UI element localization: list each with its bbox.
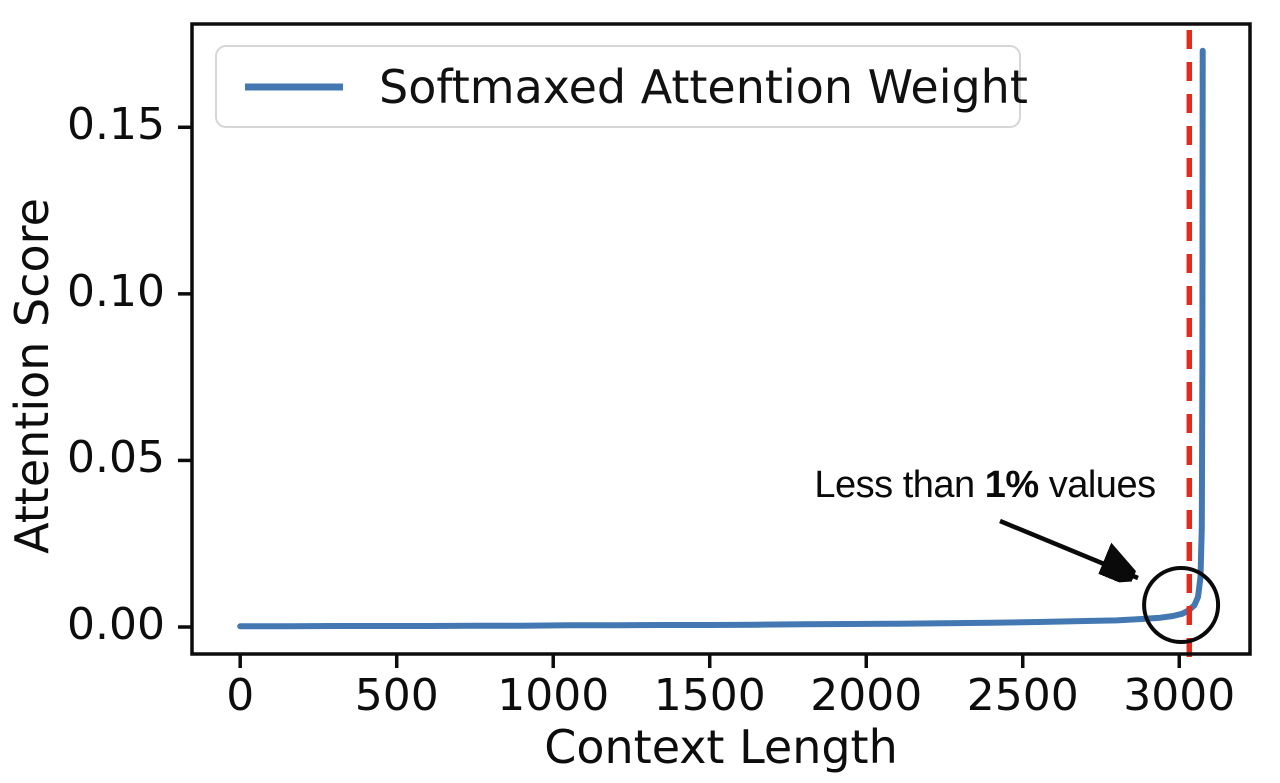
legend-label: Softmaxed Attention Weight — [379, 59, 1028, 114]
y-tick-label: 0.05 — [67, 432, 165, 484]
x-tick-label: 2000 — [810, 670, 923, 721]
series-line — [237, 47, 1206, 630]
annotation-text-suffix: values — [1038, 464, 1156, 506]
y-axis-label: Attention Score — [5, 198, 59, 554]
legend-line-sample — [245, 83, 343, 90]
x-tick-label: 0 — [226, 670, 255, 721]
annotation-arrow — [999, 518, 1138, 578]
annotation-text: Less than 1% values — [785, 464, 1185, 507]
y-tick-label: 0.00 — [67, 599, 165, 650]
x-axis-label: Context Length — [544, 720, 898, 774]
x-tick-label: 2500 — [966, 670, 1079, 721]
annotation-text-bold: 1% — [984, 464, 1039, 506]
y-tick-label: 0.10 — [67, 265, 165, 317]
legend-box: Softmaxed Attention Weight — [215, 45, 1028, 128]
y-tick-label: 0.15 — [67, 99, 165, 151]
x-tick-label: 1000 — [497, 670, 610, 721]
x-tick-label: 500 — [354, 670, 439, 721]
annotation-circle — [1142, 566, 1221, 644]
annotation-text-prefix: Less than — [814, 464, 985, 506]
x-tick-label: 1500 — [653, 670, 766, 721]
axis-tick-marks — [178, 125, 1182, 668]
plot-area-border — [190, 22, 1252, 656]
x-tick-label: 3000 — [1123, 670, 1236, 721]
